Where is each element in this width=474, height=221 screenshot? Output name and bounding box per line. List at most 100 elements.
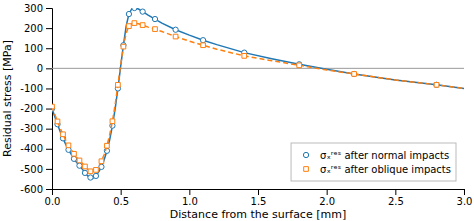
marker [173, 34, 178, 39]
marker [77, 163, 82, 168]
tick: 200 [24, 23, 52, 34]
y-axis: -600 -500 -400 -300 -200 -100 0 100 200 300 [20, 3, 52, 195]
tick: 100 [24, 43, 52, 54]
tick-label: 200 [24, 23, 43, 34]
marker [127, 24, 132, 29]
tick-label: 0 [37, 63, 43, 74]
legend-label: σₓʳᵉˢ after oblique impacts [320, 164, 451, 175]
marker [140, 23, 145, 28]
tick-mark [395, 189, 396, 195]
marker [140, 9, 145, 14]
marker [173, 27, 178, 32]
tick-label: 0.5 [113, 196, 129, 207]
tick: -100 [20, 83, 52, 94]
tick-mark [46, 149, 52, 150]
legend-symbol [303, 152, 308, 157]
tick-label: 2.0 [319, 196, 335, 207]
marker [297, 62, 302, 67]
marker [93, 173, 98, 178]
marker [201, 43, 206, 48]
legend-entry: σₓʳᵉˢ after oblique impacts [304, 164, 451, 175]
tick-mark [189, 189, 190, 195]
tick-label: 1.0 [182, 196, 198, 207]
axis-line [53, 190, 465, 196]
marker [116, 82, 121, 87]
marker [77, 158, 82, 163]
tick-mark [121, 189, 122, 195]
tick: 300 [24, 3, 52, 14]
marker [297, 63, 302, 68]
legend-entry: σₓʳᵉˢ after normal impacts [303, 150, 449, 161]
marker [121, 44, 126, 49]
series-line [52, 8, 464, 178]
tick: -400 [20, 143, 52, 154]
tick: 0.5 [113, 189, 129, 207]
tick-mark [258, 189, 259, 195]
series-line [52, 23, 464, 172]
marker [132, 21, 137, 26]
tick: -300 [20, 123, 52, 134]
tick-mark [464, 189, 465, 195]
tick-mark [46, 189, 52, 190]
marker [61, 132, 66, 137]
marker [99, 159, 104, 164]
plot: 0.0 0.5 1.0 1.5 2.0 2.5 3.0 -600 -500 -400 -300 -20… [20, 3, 472, 207]
tick: 1.5 [251, 189, 267, 207]
tick: 2.0 [319, 189, 335, 207]
x-axis-title: Distance from the surface [mm] [170, 208, 346, 221]
tick-mark [327, 189, 328, 195]
tick-mark [46, 88, 52, 89]
marker [82, 170, 87, 175]
marker [105, 143, 110, 148]
tick-label: -200 [20, 103, 43, 114]
marker [88, 175, 93, 180]
legend-label: σₓʳᵉˢ after normal impacts [320, 150, 449, 161]
marker [434, 82, 439, 87]
marker [71, 156, 76, 161]
tick: 1.0 [182, 189, 198, 207]
marker [351, 71, 356, 76]
tick-mark [46, 8, 52, 9]
tick: 2.5 [388, 189, 404, 207]
tick-mark [46, 109, 52, 110]
tick-mark [46, 169, 52, 170]
marker [132, 8, 137, 11]
tick-label: 2.5 [388, 196, 404, 207]
marker [126, 11, 131, 16]
marker [66, 143, 71, 148]
tick-label: 1.5 [251, 196, 267, 207]
tick-mark [46, 48, 52, 49]
marker [52, 104, 54, 109]
y-axis-title: Residual stress [MPa] [1, 40, 14, 157]
tick: -600 [20, 184, 52, 195]
marker [88, 169, 93, 174]
legend-box [291, 143, 456, 181]
tick-label: -100 [20, 83, 43, 94]
legend: σₓʳᵉˢ after normal impacts σₓʳᵉˢ after ob… [291, 143, 456, 181]
tick: 0 [37, 63, 52, 74]
marker [352, 72, 357, 77]
reference-line [52, 68, 464, 69]
marker [94, 168, 99, 173]
chart: 0.0 0.5 1.0 1.5 2.0 2.5 3.0 -600 -500 -400 -300 -20… [0, 0, 474, 221]
legend-symbol [304, 167, 309, 172]
tick-label: -400 [20, 143, 43, 154]
marker [83, 164, 88, 169]
tick-label: 100 [24, 43, 43, 54]
marker [152, 16, 157, 21]
marker [55, 119, 60, 124]
axis-line [46, 9, 53, 190]
tick-label: 300 [24, 3, 43, 14]
marker [242, 54, 247, 59]
marks [52, 8, 464, 180]
marker [200, 38, 205, 43]
x-axis: 0.0 0.5 1.0 1.5 2.0 2.5 3.0 [45, 189, 473, 207]
tick-label: -600 [20, 184, 43, 195]
tick: 0.0 [45, 189, 61, 207]
tick-mark [46, 28, 52, 29]
marker [72, 151, 77, 156]
marker [153, 27, 158, 32]
tick-label: 3.0 [457, 196, 473, 207]
marker [434, 82, 439, 87]
tick: -500 [20, 164, 52, 175]
